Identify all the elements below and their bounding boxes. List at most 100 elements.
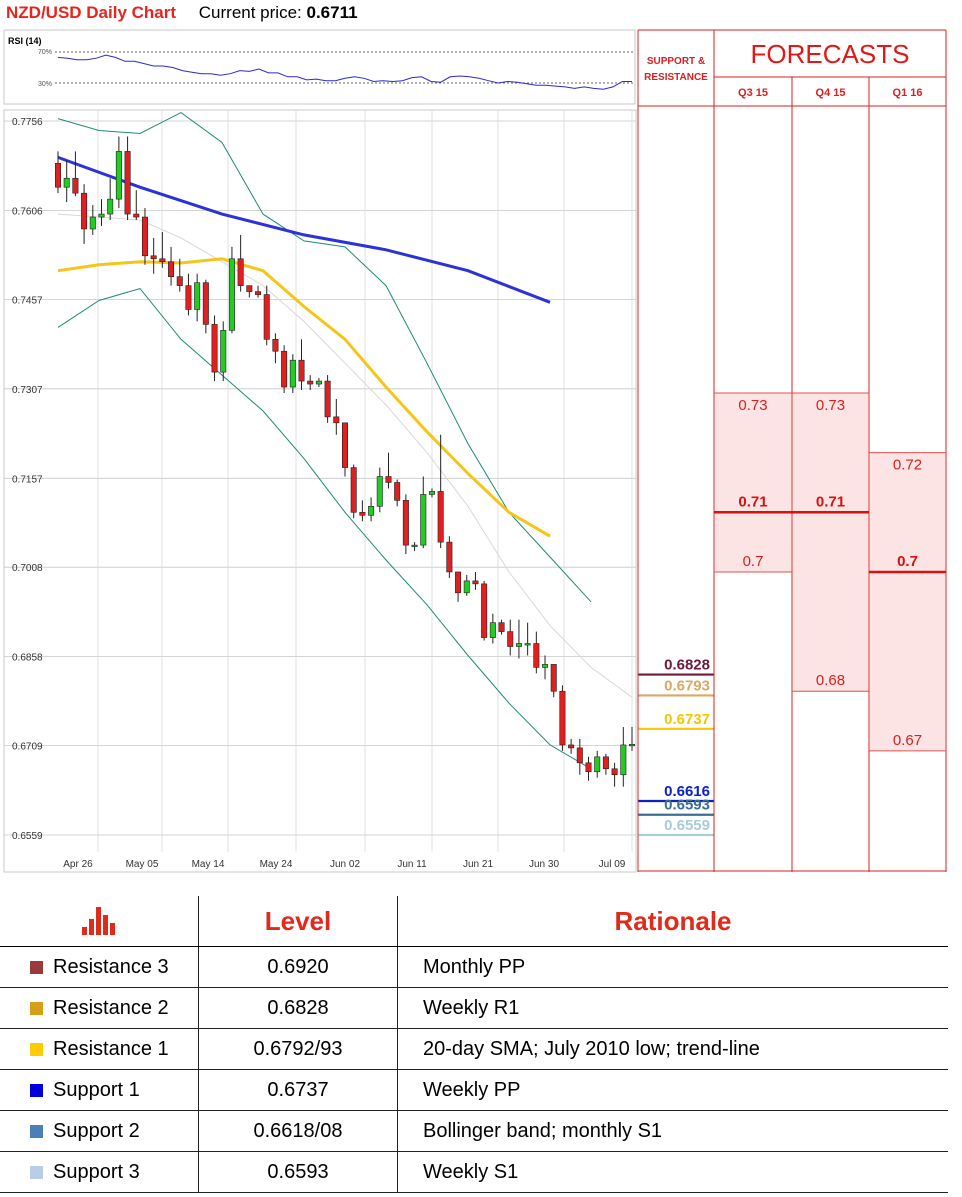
candle-body xyxy=(202,282,209,325)
row-level: 0.6593 xyxy=(198,1151,398,1193)
row-name-cell: Support 1 xyxy=(0,1069,199,1111)
candle-body xyxy=(594,756,601,773)
x-tick-label: Jun 11 xyxy=(397,859,427,870)
level-label: 0.6559 xyxy=(664,817,710,834)
candle xyxy=(159,231,166,268)
candle xyxy=(411,542,418,552)
candle xyxy=(385,452,392,489)
candle xyxy=(63,160,70,203)
sma100-line xyxy=(57,257,551,538)
candle xyxy=(368,497,375,522)
color-swatch xyxy=(30,1083,43,1097)
candle xyxy=(568,738,575,754)
candle-body xyxy=(463,580,470,594)
candle xyxy=(455,571,462,602)
candle-body xyxy=(559,690,566,746)
candle-body xyxy=(620,744,627,776)
forecast-range-box xyxy=(870,452,945,751)
candle-body xyxy=(420,494,427,546)
candle-body xyxy=(350,467,357,513)
candle-body xyxy=(524,643,531,646)
candle-body xyxy=(455,571,462,594)
grid-layer: 0.7756 0.7606 0.7457 0.7307 0.7157 0.7008 0.68… xyxy=(4,110,636,852)
candle-body xyxy=(272,339,279,352)
header-icon-cell xyxy=(0,896,199,947)
row-name: Support 1 xyxy=(53,1078,140,1101)
candle xyxy=(463,574,470,596)
table-row: Support 2 0.6618/08 Bollinger band; mont… xyxy=(0,1110,948,1152)
rsi-line xyxy=(57,54,632,90)
candle xyxy=(576,738,583,775)
candle-body xyxy=(115,151,122,200)
row-name: Support 3 xyxy=(53,1160,140,1183)
candle-body xyxy=(194,282,201,310)
candle xyxy=(150,237,157,274)
candle xyxy=(124,136,131,221)
level-label: 0.6616 xyxy=(664,783,710,800)
candle-body xyxy=(185,285,192,310)
candle-body xyxy=(89,216,96,230)
levels-table: Level Rationale Resistance 3 0.6920 Mont… xyxy=(0,896,948,1193)
candle-body xyxy=(550,664,557,692)
row-name-cell: Resistance 1 xyxy=(0,1028,199,1070)
forecast-high-label: 0.73 xyxy=(816,397,845,414)
candle xyxy=(428,488,435,498)
current-price-value: 0.6711 xyxy=(306,3,358,22)
candle-body xyxy=(324,380,331,418)
level-label: 0.6793 xyxy=(664,677,710,694)
x-tick-label: Jun 30 xyxy=(529,859,559,870)
candle-body xyxy=(124,151,131,215)
candle-body xyxy=(98,213,105,218)
table-row: Resistance 2 0.6828 Weekly R1 xyxy=(0,987,948,1029)
row-level: 0.6792/93 xyxy=(198,1028,398,1070)
row-rationale: Bollinger band; monthly S1 xyxy=(397,1110,948,1152)
candle xyxy=(289,354,296,393)
candle xyxy=(272,333,279,364)
row-rationale: Weekly S1 xyxy=(397,1151,948,1193)
candle xyxy=(376,467,383,513)
level-label: 0.6828 xyxy=(664,657,710,674)
candle xyxy=(237,234,244,292)
forecast-range-box xyxy=(793,393,868,692)
x-tick-label: May 05 xyxy=(126,859,159,870)
bar-chart-icon xyxy=(82,907,115,935)
candle-body xyxy=(533,643,540,668)
candle xyxy=(629,727,635,751)
candle xyxy=(185,273,192,316)
candle-body xyxy=(402,500,409,546)
support-resistance-label-2: RESISTANCE xyxy=(644,72,708,83)
candle xyxy=(515,619,522,659)
y-tick-label: 0.7307 xyxy=(12,385,43,396)
candle xyxy=(620,727,627,787)
level-label: 0.6737 xyxy=(664,711,710,728)
candle-body xyxy=(246,285,253,292)
bollinger-lower-line xyxy=(57,288,592,770)
y-tick-label: 0.6559 xyxy=(12,831,43,842)
candle xyxy=(498,619,505,635)
candle xyxy=(559,685,566,751)
row-rationale: Weekly PP xyxy=(397,1069,948,1111)
candle-body xyxy=(481,583,488,638)
forecast-mid-label: 0.71 xyxy=(816,493,845,510)
x-tick-label: May 24 xyxy=(260,859,293,870)
candle-body xyxy=(63,177,70,188)
candle xyxy=(533,631,540,674)
rsi-70-label: 70% xyxy=(38,49,52,56)
candle xyxy=(394,479,401,507)
x-tick-label: Apr 26 xyxy=(63,859,93,870)
candle-body xyxy=(307,380,314,385)
x-tick-label: May 14 xyxy=(192,859,225,870)
candle xyxy=(507,619,514,656)
candle-body xyxy=(211,324,218,373)
forecast-high-label: 0.73 xyxy=(738,397,767,414)
candle-body xyxy=(376,476,383,507)
candle xyxy=(472,571,479,590)
level-label: 0.6593 xyxy=(664,797,710,814)
color-swatch xyxy=(30,1165,43,1179)
forecast-low-label: 0.67 xyxy=(893,732,922,749)
y-tick-label: 0.6858 xyxy=(12,653,43,664)
rsi-30-label: 30% xyxy=(38,81,52,88)
candle-body xyxy=(437,491,444,543)
x-tick-label: Jul 09 xyxy=(599,859,626,870)
